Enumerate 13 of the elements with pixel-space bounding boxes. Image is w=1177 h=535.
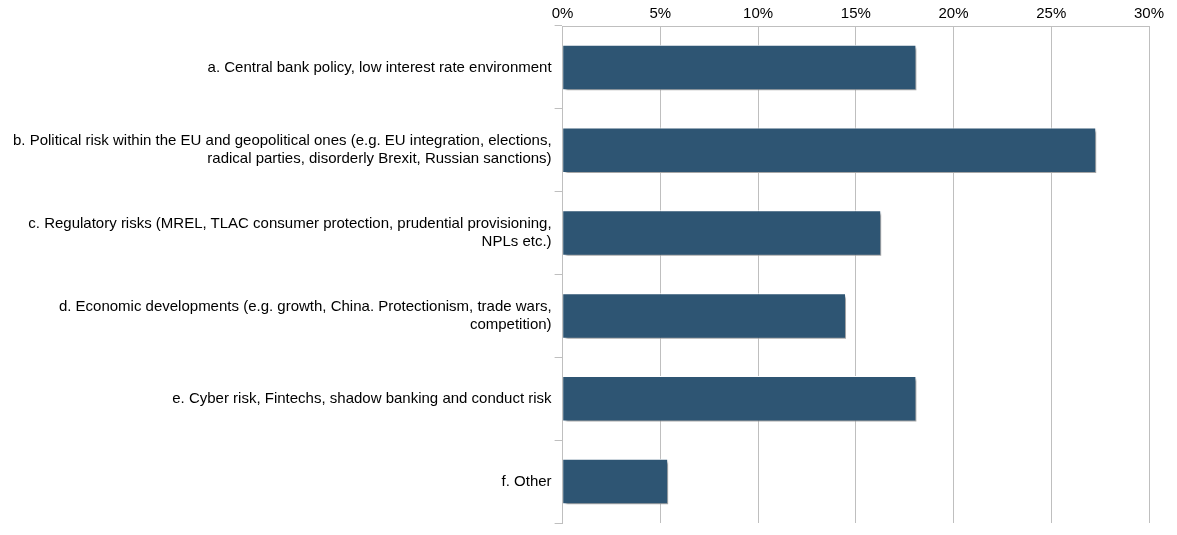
x-tick-label: 5% [649,4,672,22]
x-tick-label: 0% [551,4,574,22]
x-tick-label: 10% [743,4,774,22]
x-tick-label: 25% [1036,4,1067,22]
x-tick-label: 20% [938,4,969,22]
y-tick-label: f. Other [501,471,552,489]
x-tick-label: 30% [1133,4,1165,22]
y-tick-label: a. Central bank policy, low interest rate environment [207,57,553,75]
y-tick-label: d. Economic developments (e.g. growth, China. Protectionism, trade wars, competition) [58,297,552,333]
y-tick-label: b. Political risk within the EU and geopolitical ones (e.g. EU integration, elections, radical parties, disorderly Brexit, Russian sanctions) [12,131,552,167]
x-tick-label: 15% [840,4,871,22]
y-tick-label: c. Regulatory risks (MREL, TLAC consumer protection, prudential provisioning, NPLs etc.) [28,214,552,250]
y-tick-label: e. Cyber risk, Fintechs, shadow banking and conduct risk [172,388,553,406]
